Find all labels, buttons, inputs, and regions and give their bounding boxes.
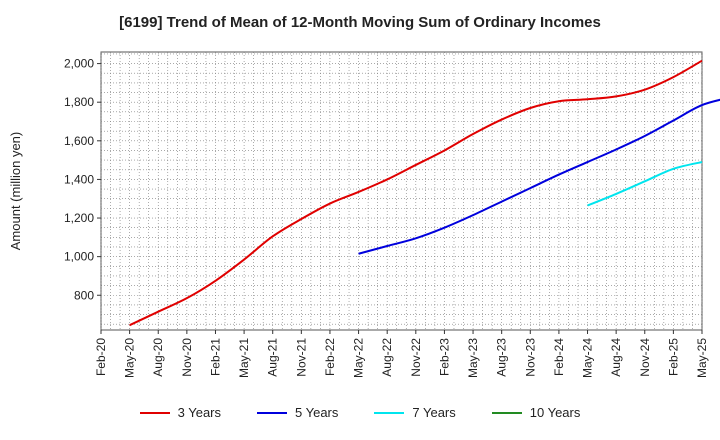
x-tick-label: Aug-24 <box>609 338 623 377</box>
legend-label-10y: 10 Years <box>529 405 581 420</box>
y-tick-label: 800 <box>74 288 94 302</box>
x-tick-label: Feb-22 <box>323 338 337 376</box>
y-tick-label: 1,400 <box>64 172 94 186</box>
y-tick-label: 1,800 <box>64 95 94 109</box>
legend-swatch-7y <box>374 411 405 414</box>
legend-label-7y: 7 Years <box>412 405 456 420</box>
grid <box>100 52 703 330</box>
legend-item-10y: 10 Years <box>491 405 581 420</box>
y-tick-label: 1,200 <box>64 211 94 225</box>
x-tick-label: Aug-22 <box>380 338 394 377</box>
x-tick-label: Nov-23 <box>523 338 537 377</box>
series-line-5-years <box>358 98 720 255</box>
x-tick-label: May-20 <box>123 338 137 378</box>
x-tick-label: Feb-23 <box>437 338 451 376</box>
plot-area <box>100 51 703 331</box>
x-tick-label: May-25 <box>695 338 709 378</box>
x-tick-label: May-21 <box>237 338 251 378</box>
x-tick-label: Feb-25 <box>666 338 680 376</box>
y-tick-label: 1,600 <box>64 134 94 148</box>
x-tick-label: May-22 <box>352 338 366 378</box>
y-axis-label: Amount (million yen) <box>8 132 23 251</box>
legend-item-7y: 7 Years <box>374 405 456 420</box>
y-tick-label: 1,000 <box>64 250 94 264</box>
y-axis: 800 1,000 1,200 1,400 1,600 1,800 2,000 <box>64 57 101 302</box>
x-tick-label: May-23 <box>466 338 480 378</box>
x-axis: Feb-20 May-20 Aug-20 Nov-20 Feb-21 May-21 Aug-… <box>94 330 709 378</box>
legend-swatch-10y <box>491 411 522 414</box>
x-tick-label: Aug-21 <box>266 338 280 377</box>
x-tick-label: Aug-23 <box>495 338 509 377</box>
legend-item-5y: 5 Years <box>257 405 338 420</box>
series-lines <box>129 59 720 327</box>
x-tick-label: Feb-24 <box>552 338 566 376</box>
legend-swatch-3y <box>139 411 170 414</box>
x-tick-label: Nov-20 <box>180 338 194 377</box>
series-line-3-years <box>129 59 703 327</box>
legend-swatch-5y <box>257 411 287 414</box>
legend-item-3y: 3 Years <box>139 405 221 420</box>
legend: 3 Years 5 Years 7 Years 10 Years <box>0 405 720 420</box>
x-tick-label: Nov-22 <box>409 338 423 377</box>
x-tick-label: Nov-21 <box>294 338 308 377</box>
x-tick-label: Feb-21 <box>208 338 222 376</box>
legend-label-3y: 3 Years <box>177 405 221 420</box>
x-tick-label: Feb-20 <box>94 338 108 376</box>
y-tick-label: 2,000 <box>64 57 94 71</box>
x-tick-label: May-24 <box>581 338 595 378</box>
x-tick-label: Aug-20 <box>151 338 165 377</box>
x-tick-label: Nov-24 <box>638 338 652 377</box>
legend-label-5y: 5 Years <box>295 405 339 420</box>
chart-title: [6199] Trend of Mean of 12-Month Moving … <box>119 14 601 31</box>
series-line-7-years <box>587 161 703 207</box>
